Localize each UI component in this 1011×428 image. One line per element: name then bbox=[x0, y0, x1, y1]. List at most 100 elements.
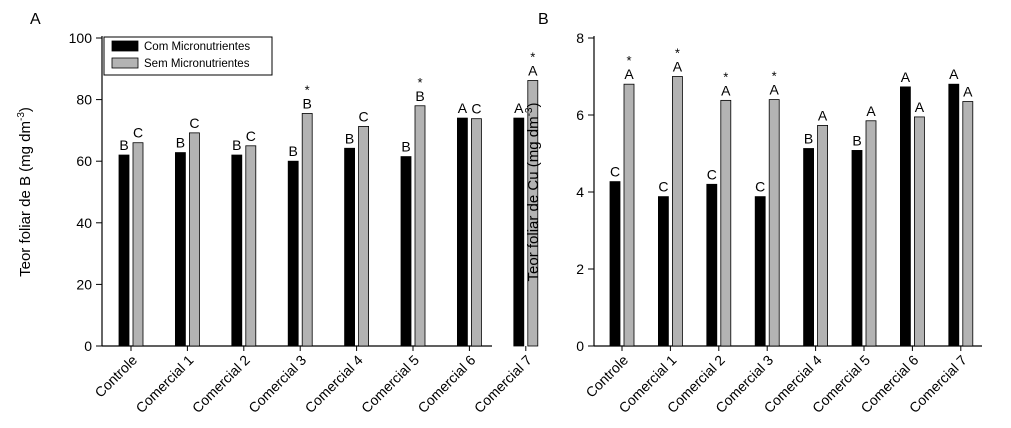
bar-com-micronutrientes bbox=[706, 183, 718, 347]
significance-letter: A bbox=[458, 100, 468, 116]
bar-com-micronutrientes bbox=[754, 196, 766, 347]
bar-sem-micronutrientes bbox=[914, 116, 925, 347]
significance-star: * bbox=[626, 53, 631, 68]
significance-letter: C bbox=[658, 179, 668, 195]
significance-letter: B bbox=[345, 130, 354, 146]
significance-letter: A bbox=[624, 66, 634, 82]
significance-letter: C bbox=[471, 101, 481, 117]
panel-label: A bbox=[30, 11, 41, 28]
category-label: Controle bbox=[582, 352, 631, 401]
significance-letter: B bbox=[176, 135, 185, 151]
y-tick-label: 0 bbox=[84, 338, 92, 354]
y-tick-label: 8 bbox=[576, 30, 584, 46]
significance-letter: B bbox=[415, 88, 424, 104]
chart-panel-a: A 0 20 40 60 80 100 Teor foliar de B (mg dm-3) B… bbox=[16, 11, 539, 416]
y-axis-label-main: Teor foliar de B (mg dm bbox=[17, 121, 34, 277]
bar-com-micronutrientes bbox=[948, 83, 960, 347]
significance-letter: B bbox=[852, 132, 861, 148]
significance-letter: A bbox=[721, 82, 731, 98]
significance-letter: A bbox=[901, 69, 911, 85]
bar-com-micronutrientes bbox=[658, 196, 669, 347]
significance-letter: A bbox=[528, 63, 538, 79]
bar-sem-micronutrientes bbox=[245, 145, 257, 347]
bar-com-micronutrientes bbox=[609, 181, 621, 347]
significance-letter: C bbox=[755, 179, 765, 195]
y-tick-label: 60 bbox=[76, 153, 92, 169]
significance-letter: B bbox=[303, 95, 312, 111]
significance-letter: A bbox=[514, 100, 524, 116]
bar-sem-micronutrientes bbox=[623, 83, 635, 347]
category-label: Controle bbox=[91, 352, 140, 401]
significance-letter: C bbox=[246, 128, 256, 144]
bar-com-micronutrientes bbox=[456, 117, 468, 347]
bar-com-micronutrientes bbox=[174, 152, 186, 347]
bar-sem-micronutrientes bbox=[672, 76, 683, 347]
legend-label: Sem Micronutrientes bbox=[144, 58, 250, 70]
y-axis-label-close: ) bbox=[525, 103, 542, 108]
y-tick-label: 0 bbox=[576, 338, 584, 354]
significance-letter: B bbox=[119, 137, 128, 153]
legend: Com Micronutrientes Sem Micronutrientes bbox=[103, 36, 273, 76]
y-axis-label-superscript: -3 bbox=[16, 112, 27, 121]
significance-letter: C bbox=[359, 108, 369, 124]
y-tick-label: 80 bbox=[76, 92, 92, 108]
significance-letter: C bbox=[133, 125, 143, 141]
bar-com-micronutrientes bbox=[513, 117, 525, 347]
y-tick-label: 20 bbox=[76, 276, 92, 292]
y-tick-label: 2 bbox=[576, 261, 584, 277]
bar-com-micronutrientes bbox=[231, 154, 243, 347]
significance-letter: A bbox=[963, 84, 973, 100]
bar-com-micronutrientes bbox=[400, 156, 412, 347]
bar-sem-micronutrientes bbox=[358, 125, 370, 347]
bar-sem-micronutrientes bbox=[865, 120, 877, 347]
bar-sem-micronutrientes bbox=[470, 118, 482, 347]
bar-com-micronutrientes bbox=[287, 160, 299, 347]
significance-star: * bbox=[772, 69, 777, 84]
significance-star: * bbox=[417, 75, 422, 90]
y-axis-label: Teor foliar de Cu (mg dm-3) bbox=[524, 103, 542, 282]
category-label: Comercial 6 bbox=[414, 352, 478, 416]
bar-sem-micronutrientes bbox=[720, 99, 732, 347]
y-tick-label: 40 bbox=[76, 215, 92, 231]
significance-letter: A bbox=[866, 103, 876, 119]
category-label: Comercial 5 bbox=[358, 352, 422, 416]
bar-com-micronutrientes bbox=[900, 86, 911, 347]
category-label: Comercial 3 bbox=[245, 352, 309, 416]
bar-sem-micronutrientes bbox=[188, 132, 200, 347]
panel-label: B bbox=[538, 11, 549, 28]
bar-sem-micronutrientes bbox=[768, 99, 780, 347]
y-tick-label: 100 bbox=[69, 30, 93, 46]
y-axis-label-main: Teor foliar de Cu (mg dm bbox=[525, 116, 542, 281]
bar-sem-micronutrientes bbox=[132, 142, 144, 347]
bar-sem-micronutrientes bbox=[817, 124, 828, 347]
y-tick-label: 4 bbox=[576, 184, 584, 200]
bar-sem-micronutrientes bbox=[962, 101, 974, 347]
significance-star: * bbox=[675, 46, 680, 61]
category-label: Comercial 1 bbox=[132, 352, 196, 416]
significance-letter: B bbox=[289, 143, 298, 159]
bar-com-micronutrientes bbox=[344, 147, 356, 347]
significance-letter: B bbox=[401, 139, 410, 155]
significance-letter: A bbox=[673, 59, 683, 75]
significance-star: * bbox=[723, 69, 728, 84]
significance-letter: A bbox=[770, 82, 780, 98]
category-label: Comercial 2 bbox=[189, 352, 253, 416]
category-label: Comercial 4 bbox=[302, 352, 366, 416]
significance-star: * bbox=[530, 50, 535, 65]
bar-sem-micronutrientes bbox=[301, 113, 313, 347]
y-tick-label: 6 bbox=[576, 107, 584, 123]
significance-letter: C bbox=[610, 164, 620, 180]
significance-letter: A bbox=[915, 99, 925, 115]
legend-label: Com Micronutrientes bbox=[144, 41, 250, 53]
significance-letter: B bbox=[232, 137, 241, 153]
significance-star: * bbox=[305, 82, 310, 97]
y-axis-label-close: ) bbox=[17, 107, 34, 112]
y-axis-label: Teor foliar de B (mg dm-3) bbox=[16, 107, 34, 277]
significance-letter: C bbox=[189, 115, 199, 131]
bar-sem-micronutrientes bbox=[527, 80, 539, 347]
legend-swatch-sem bbox=[111, 57, 139, 69]
bar-com-micronutrientes bbox=[851, 150, 863, 347]
significance-letter: C bbox=[707, 166, 717, 182]
